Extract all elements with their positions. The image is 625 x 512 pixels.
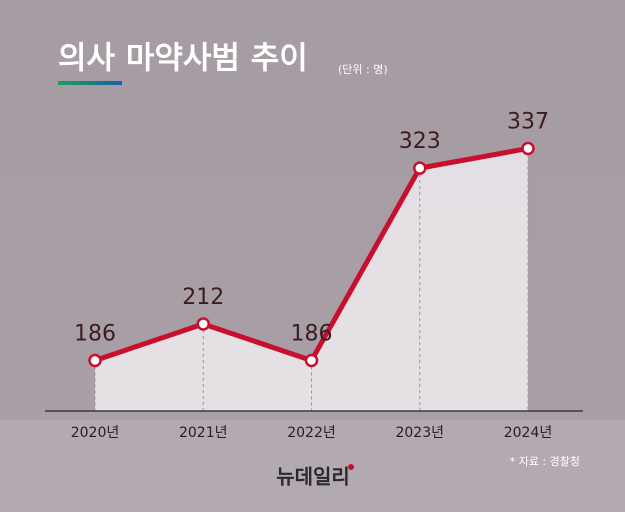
chart-title: 의사 마약사범 추이: [58, 41, 308, 77]
x-tick-label: 2020년: [71, 425, 120, 441]
value-label: 337: [507, 109, 549, 134]
point: [88, 353, 102, 368]
point: [304, 353, 319, 368]
point: [196, 317, 210, 331]
x-tick-label: 2024년: [504, 425, 553, 441]
title-underline: [58, 81, 122, 85]
footer-band: [0, 420, 625, 512]
unit-label: (단위 : 명): [338, 63, 388, 76]
value-label: 323: [399, 129, 441, 154]
value-label: 212: [182, 285, 224, 310]
x-tick-label: 2021년: [179, 425, 228, 441]
source-note: * 자료 : 경찰청: [510, 455, 580, 468]
value-label: 186: [74, 321, 116, 346]
area: [95, 148, 528, 411]
point: [521, 141, 535, 156]
x-tick-label: 2022년: [287, 425, 336, 441]
plot-area: 186 212 186 323 337 2020년 2021년 2022년 2023년 2024년: [45, 109, 583, 441]
point: [413, 161, 427, 175]
x-tick-label: 2023년: [395, 425, 444, 441]
value-label: 186: [291, 321, 333, 346]
logo: 뉴데일리: [276, 465, 350, 489]
logo-dot: [348, 464, 354, 470]
